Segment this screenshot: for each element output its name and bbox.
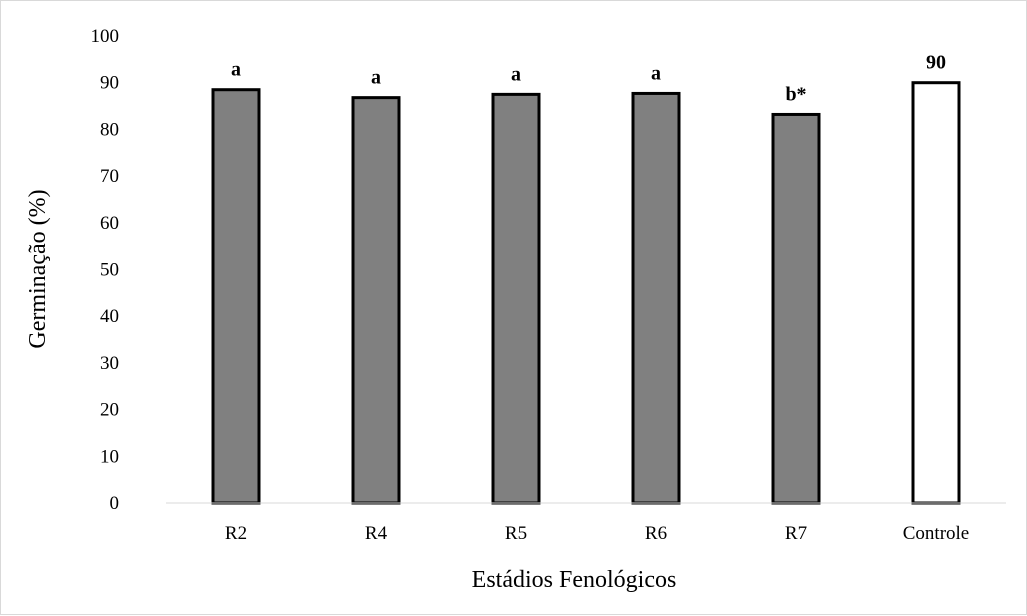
x-axis-ticks: R2 R4 R5 R6 R7 Controle <box>225 523 969 544</box>
y-tick-label: 20 <box>100 400 119 421</box>
y-tick-label: 40 <box>100 306 119 327</box>
x-tick-label: Controle <box>903 523 970 544</box>
bar-r2 <box>211 88 261 505</box>
y-tick-label: 90 <box>100 73 119 94</box>
data-label: a <box>651 62 661 84</box>
bar-r6 <box>631 91 681 505</box>
y-tick-label: 70 <box>100 166 119 187</box>
x-tick-label: R2 <box>225 523 247 544</box>
data-label: a <box>371 67 381 89</box>
y-axis-title: Germinação (%) <box>25 189 51 348</box>
y-tick-label: 100 <box>91 26 120 47</box>
bar-r7 <box>771 112 821 505</box>
x-axis-title: Estádios Fenológicos <box>472 567 677 593</box>
bar-controle <box>911 81 961 505</box>
x-tick-label: R6 <box>645 523 667 544</box>
x-tick-label: R4 <box>365 523 388 544</box>
y-axis-ticks: 0 10 20 30 40 50 60 70 80 90 100 <box>91 26 120 514</box>
data-label: b* <box>785 83 806 105</box>
data-labels-group: a a a a b* 90 <box>231 52 946 106</box>
y-tick-label: 80 <box>100 119 119 140</box>
y-tick-label: 10 <box>100 446 119 467</box>
y-tick-label: 30 <box>100 353 119 374</box>
bars-group <box>211 81 961 505</box>
bar-r5 <box>491 92 541 505</box>
x-tick-label: R5 <box>505 523 527 544</box>
data-label: 90 <box>926 52 946 74</box>
y-tick-label: 0 <box>110 493 120 514</box>
bar-r4 <box>351 96 401 505</box>
x-tick-label: R7 <box>785 523 807 544</box>
data-label: a <box>231 59 241 81</box>
y-tick-label: 60 <box>100 213 119 234</box>
data-label: a <box>511 63 521 85</box>
y-tick-label: 50 <box>100 260 119 281</box>
